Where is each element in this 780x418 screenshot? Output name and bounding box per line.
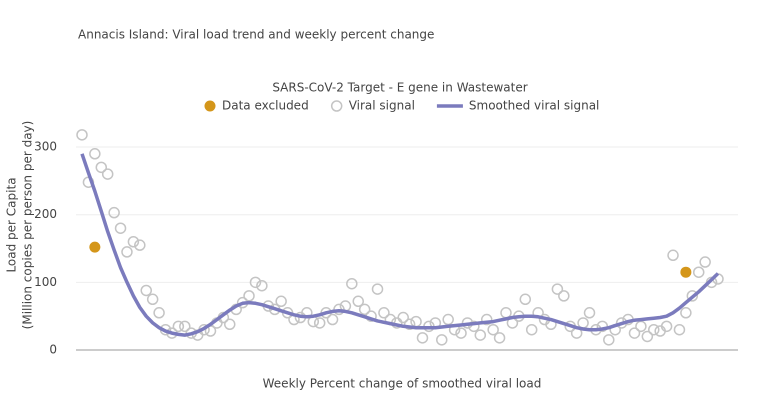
viral-signal-point	[455, 327, 467, 339]
viral-signal-point	[275, 295, 287, 308]
smoothed-line	[80, 153, 720, 337]
viral-signal-point	[249, 276, 262, 289]
viral-signal-point	[583, 307, 596, 319]
viral-signal-point	[628, 327, 641, 339]
viral-signal-point	[686, 290, 699, 302]
viral-signal-point	[108, 206, 120, 219]
viral-signal-point	[635, 320, 647, 333]
viral-signal-point	[551, 283, 564, 295]
viral-signal-point	[313, 317, 326, 329]
viral-signal-point	[442, 313, 454, 326]
viral-signal-point	[134, 239, 146, 251]
viral-signal-point	[243, 290, 255, 302]
legend-label: Smoothed viral signal	[469, 99, 599, 113]
legend-swatch	[204, 100, 216, 112]
viral-signal-point	[680, 307, 692, 319]
viral-signal-point	[172, 320, 185, 333]
viral-signal-point	[692, 266, 705, 278]
legend-label: Data excluded	[222, 99, 309, 113]
viral-signal-point	[519, 293, 532, 306]
y-tick-label: 0	[49, 343, 57, 357]
viral-signal-point	[153, 307, 165, 319]
viral-signal-point	[474, 329, 487, 341]
excluded-point	[89, 241, 101, 253]
legend-swatch	[330, 100, 343, 112]
viral-signal-point	[667, 249, 679, 262]
viral-signal-point	[500, 307, 512, 319]
y-tick-label: 100	[34, 275, 57, 289]
viral-signal-point	[127, 236, 140, 248]
legend-label: Viral signal	[349, 99, 415, 113]
viral-signal-point	[101, 168, 114, 180]
viral-signal-point	[468, 320, 480, 333]
next-chart-title: Weekly Percent change of smoothed viral …	[263, 377, 542, 391]
viral-signal-point	[121, 246, 133, 258]
viral-signal-point	[346, 277, 358, 290]
viral-signal-point	[371, 283, 384, 295]
viral-signal-point	[179, 320, 191, 333]
viral-signal-point	[648, 323, 660, 336]
viral-signal-point	[480, 313, 493, 326]
viral-signal-point	[146, 293, 159, 306]
viral-signal-point	[660, 320, 673, 333]
viral-signal-point	[493, 332, 506, 344]
chart-title: SARS-CoV-2 Target - E gene in Wastewater	[272, 81, 527, 95]
viral-signal-point	[577, 317, 589, 329]
viral-signal-point	[603, 334, 615, 346]
viral-signal-point	[436, 334, 448, 346]
viral-signal-point	[256, 279, 268, 292]
y-tick-label: 200	[34, 207, 57, 221]
viral-signal-point	[487, 323, 499, 336]
viral-signal-point	[326, 313, 339, 326]
page-title: Annacis Island: Viral load trend and wee…	[78, 28, 434, 42]
viral-signal-point	[95, 161, 108, 174]
viral-signal-point	[641, 330, 654, 343]
viral-signal-point	[76, 129, 88, 141]
viral-signal-point	[410, 315, 422, 328]
viral-signal-point	[358, 303, 371, 316]
viral-signal-point	[558, 290, 570, 302]
viral-signal-point	[378, 307, 390, 319]
viral-signal-point	[333, 303, 345, 316]
viral-signal-point	[525, 323, 538, 336]
viral-signal-point	[403, 318, 416, 331]
viral-signal-point	[89, 148, 101, 160]
excluded-point	[680, 266, 692, 278]
y-axis-label: Load per Capita	[5, 177, 19, 272]
viral-signal-point	[140, 284, 152, 297]
viral-signal-point	[673, 323, 686, 336]
viral-signal-point	[699, 256, 711, 268]
y-axis-label: (Million copies per person per day)	[21, 121, 35, 330]
viral-signal-point	[352, 295, 364, 308]
viral-signal-point	[224, 318, 236, 331]
viral-signal-point	[397, 311, 409, 324]
viral-signal-point	[114, 222, 127, 234]
y-tick-label: 300	[34, 140, 57, 154]
viral-signal-point	[416, 332, 429, 344]
